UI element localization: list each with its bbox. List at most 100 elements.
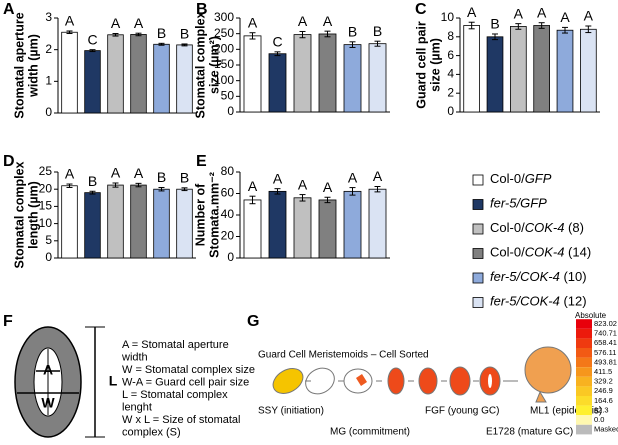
error-bar (492, 33, 498, 41)
panel-label: C (415, 1, 427, 18)
legend-text-part: Col-0/ (490, 245, 525, 260)
panel-label: E (196, 153, 207, 170)
definition-line: complex (S) (122, 426, 181, 438)
error-bar (585, 25, 592, 34)
scale-label: 740.71 (594, 329, 617, 338)
significance-letter: A (298, 13, 308, 29)
y-axis-label: size (µm) (428, 38, 442, 92)
y-tick-label: 6 (447, 48, 454, 62)
scale-swatch (576, 405, 592, 416)
legend-swatch (472, 297, 484, 308)
y-tick-label: 0 (227, 250, 234, 264)
legend-swatch (472, 223, 484, 235)
legend-text-part: Col-0/ (490, 220, 525, 235)
significance-letter: B (490, 16, 499, 32)
scale-swatch (576, 424, 592, 435)
error-bar (538, 22, 545, 29)
significance-letter: A (248, 14, 258, 30)
y-tick-label: 80 (221, 164, 235, 178)
bar (153, 188, 170, 259)
legend-text-part: (14) (564, 245, 591, 260)
error-bar (324, 30, 331, 38)
error-bar (349, 187, 356, 196)
bar (176, 188, 193, 259)
stage-label: SSY (initiation) (258, 406, 324, 417)
error-bar (274, 51, 281, 57)
y-tick-label: 300 (214, 10, 234, 24)
legend-text-part: Col-0/ (490, 171, 525, 186)
error-bar (181, 43, 188, 47)
legend-text-part: (12) (560, 294, 587, 309)
legend-text-part: GFP (525, 171, 552, 186)
significance-letter: A (273, 170, 283, 186)
y-tick-label: 2 (447, 85, 454, 99)
y-tick-label: 40 (221, 207, 235, 221)
scale-swatch (576, 376, 592, 387)
scale-label: 246.9 (594, 386, 613, 395)
legend-text-part: COK-4 (525, 245, 565, 260)
significance-letter: A (65, 13, 75, 29)
panel-g-title: Guard Cell Meristemoids – Cell Sorted (258, 350, 429, 361)
error-bar (66, 30, 73, 35)
significance-letter: A (373, 168, 383, 184)
definition-line: W-A = Guard cell pair size (122, 376, 249, 388)
y-tick-label: 0 (45, 250, 52, 264)
bar (343, 190, 362, 259)
significance-letter: A (134, 165, 144, 181)
significance-letter: A (537, 4, 547, 20)
legend-label: Col-0/COK-4 (8) (490, 220, 584, 235)
significance-letter: B (88, 173, 97, 189)
significance-letter: A (323, 179, 333, 195)
y-tick-label: 2 (45, 42, 52, 56)
error-bar (112, 182, 119, 188)
y-tick-label: 250 (214, 26, 234, 40)
bar (368, 188, 387, 259)
legend-label: fer-5/COK-4 (10) (490, 269, 587, 284)
significance-letter: A (560, 9, 570, 25)
error-bar (349, 41, 356, 48)
significance-letter: A (323, 13, 333, 29)
error-bar (135, 32, 142, 37)
significance-letter: A (514, 5, 524, 21)
scale-swatch (576, 328, 592, 339)
error-bar (299, 194, 306, 202)
significance-letter: B (348, 24, 357, 40)
scale-swatch (576, 319, 592, 329)
bar (243, 35, 262, 113)
y-tick-label: 5 (45, 233, 52, 247)
bar (84, 192, 101, 259)
y-axis-label: Stomatal complex (193, 11, 207, 118)
stage-label: E1728 (mature GC) (486, 427, 573, 438)
bar (293, 197, 312, 259)
y-axis-label: Guard cell pair (414, 21, 428, 109)
bar (268, 53, 287, 113)
y-tick-label: 8 (447, 29, 454, 43)
y-tick-label: 0 (45, 105, 52, 119)
significance-letter: B (180, 170, 189, 186)
significance-letter: A (65, 166, 75, 182)
error-bar (515, 23, 522, 30)
y-tick-label: 20 (39, 181, 53, 195)
bar (318, 33, 337, 113)
bar (61, 185, 78, 259)
bar (343, 44, 362, 113)
scale-label: 493.81 (594, 357, 617, 366)
scale-label: Masked (594, 425, 618, 434)
legend-text-part: COK-4 (525, 220, 565, 235)
stage-label: MG (commitment) (330, 427, 410, 438)
legend-swatch (472, 199, 484, 210)
significance-letter: A (248, 178, 258, 194)
scale-label: 82.3 (594, 405, 609, 414)
legend-swatch (472, 174, 484, 186)
stage-label: ML1 (epidermis) (530, 406, 602, 417)
definition-line: W x L = Size of stomatal (122, 414, 241, 426)
y-tick-label: 100 (214, 73, 234, 87)
error-bar (374, 40, 381, 47)
y-tick-label: 25 (39, 164, 53, 178)
scale-label: 0.0 (594, 415, 604, 424)
error-bar (112, 33, 119, 37)
bar (176, 44, 193, 114)
significance-letter: A (134, 15, 144, 31)
significance-letter: A (584, 8, 594, 24)
y-tick-label: 15 (39, 199, 53, 213)
